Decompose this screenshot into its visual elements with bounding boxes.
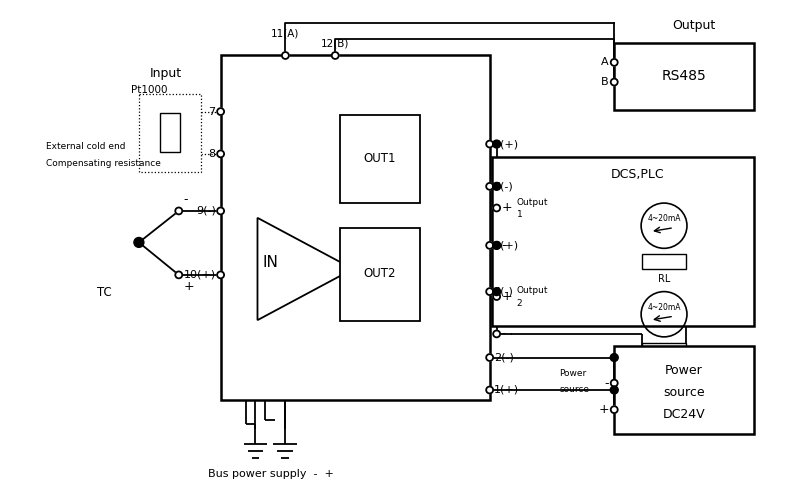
Text: 2(-): 2(-) <box>494 352 514 362</box>
Bar <box>615 43 754 109</box>
Text: 3(+): 3(+) <box>494 240 519 251</box>
Bar <box>615 346 754 434</box>
Circle shape <box>134 238 144 247</box>
Text: Output: Output <box>517 198 548 206</box>
Circle shape <box>217 272 224 278</box>
Bar <box>491 157 754 326</box>
Circle shape <box>493 330 500 337</box>
Circle shape <box>493 204 500 211</box>
Circle shape <box>611 406 618 413</box>
Text: -: - <box>604 377 609 390</box>
Text: +: + <box>599 403 609 416</box>
Circle shape <box>493 140 501 148</box>
Circle shape <box>486 183 493 190</box>
Text: 5(+): 5(+) <box>494 139 519 149</box>
Text: OUT1: OUT1 <box>364 152 397 165</box>
Text: IN: IN <box>262 254 278 270</box>
Text: Input: Input <box>150 67 182 80</box>
Circle shape <box>217 150 224 157</box>
Text: source: source <box>559 384 589 394</box>
Text: -: - <box>184 192 188 205</box>
Text: Output: Output <box>672 19 716 32</box>
Text: External cold end: External cold end <box>47 142 126 151</box>
Circle shape <box>610 354 619 361</box>
Circle shape <box>486 141 493 147</box>
Text: RL: RL <box>658 362 670 372</box>
Bar <box>642 343 686 358</box>
Circle shape <box>493 288 501 296</box>
Text: 11(A): 11(A) <box>271 29 299 39</box>
Bar <box>340 115 420 203</box>
Text: RL: RL <box>658 274 670 284</box>
Text: Output: Output <box>517 286 548 295</box>
Text: 8: 8 <box>209 149 216 159</box>
Text: 1(+): 1(+) <box>494 385 519 395</box>
Circle shape <box>175 207 182 215</box>
Bar <box>220 56 490 400</box>
Text: TC: TC <box>96 286 111 299</box>
Text: 10(+): 10(+) <box>183 270 216 280</box>
Text: source: source <box>663 386 705 399</box>
Text: RS485: RS485 <box>661 69 706 83</box>
Circle shape <box>493 293 500 300</box>
Circle shape <box>486 242 493 249</box>
Text: OUT2: OUT2 <box>364 267 397 280</box>
Text: +: + <box>502 290 512 303</box>
Text: B: B <box>600 77 608 87</box>
Text: Bus power supply  -  +: Bus power supply - + <box>208 468 333 479</box>
Text: +: + <box>502 202 512 215</box>
Text: 12(B): 12(B) <box>321 39 349 48</box>
Circle shape <box>493 182 501 190</box>
Text: 4~20mA: 4~20mA <box>647 303 681 312</box>
Circle shape <box>217 207 224 215</box>
Circle shape <box>493 241 501 249</box>
Circle shape <box>611 79 618 85</box>
Bar <box>340 228 420 321</box>
Text: +: + <box>184 280 194 293</box>
Text: Compensating resistance: Compensating resistance <box>47 159 161 168</box>
Text: 2: 2 <box>517 299 522 308</box>
Bar <box>642 254 686 269</box>
Text: Pt1000: Pt1000 <box>131 85 167 95</box>
Circle shape <box>332 52 339 59</box>
Text: 4(-): 4(-) <box>494 287 514 297</box>
Circle shape <box>611 380 618 386</box>
Circle shape <box>611 59 618 66</box>
Circle shape <box>175 272 182 278</box>
Text: DCS,PLC: DCS,PLC <box>611 168 664 181</box>
Bar <box>160 112 180 152</box>
Circle shape <box>493 242 500 249</box>
Text: -: - <box>502 239 506 252</box>
Circle shape <box>610 386 619 394</box>
Text: -: - <box>502 327 506 340</box>
Text: A: A <box>600 58 608 67</box>
Text: DC24V: DC24V <box>663 408 705 421</box>
Text: Power: Power <box>559 369 587 378</box>
Circle shape <box>486 386 493 394</box>
Text: 4~20mA: 4~20mA <box>647 214 681 223</box>
Text: 6(-): 6(-) <box>494 181 514 192</box>
Circle shape <box>486 288 493 295</box>
Circle shape <box>217 108 224 115</box>
Text: Power: Power <box>665 364 703 377</box>
Circle shape <box>282 52 289 59</box>
Bar <box>139 94 201 171</box>
Text: 7: 7 <box>209 107 216 117</box>
Circle shape <box>486 354 493 361</box>
Text: 1: 1 <box>517 210 522 219</box>
Text: 9(-): 9(-) <box>196 206 216 216</box>
